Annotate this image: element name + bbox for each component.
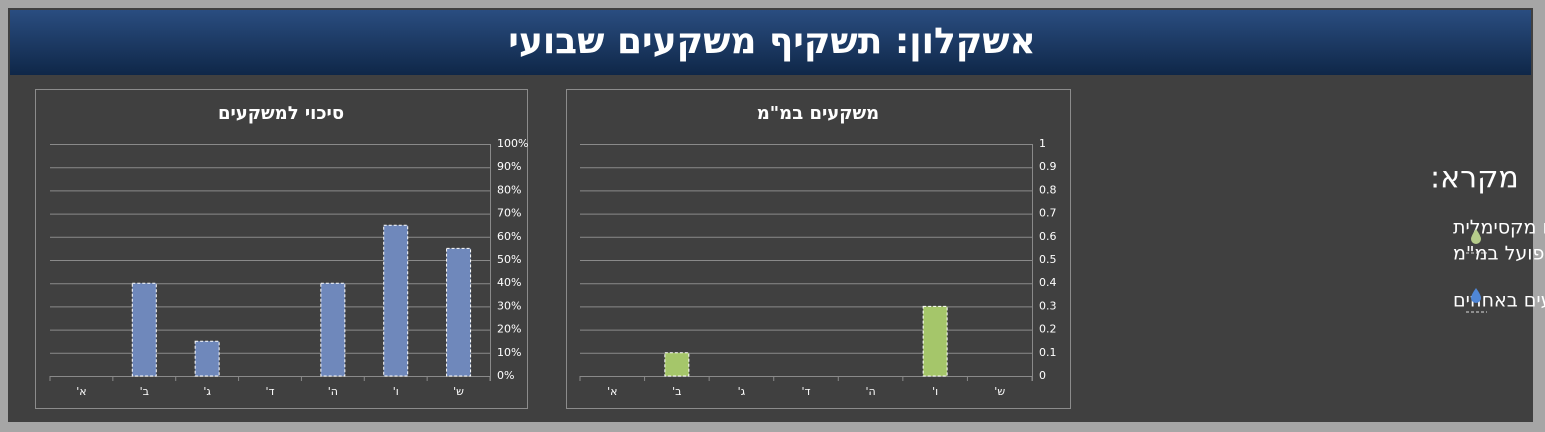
y-tick-label: 50%	[497, 253, 521, 266]
y-tick-label: 0.2	[1039, 323, 1057, 336]
y-tick-label: 100%	[497, 137, 528, 150]
bar	[922, 305, 948, 377]
legend-text: סיכוי מקסימלי למשקעים באחוזים	[1453, 290, 1545, 312]
bar	[320, 282, 346, 377]
bar	[383, 224, 409, 377]
y-tick-label: 0.3	[1039, 299, 1057, 312]
y-tick-label: 60%	[497, 230, 521, 243]
y-tick-label: 10%	[497, 346, 521, 359]
y-tick-label: 90%	[497, 160, 521, 173]
y-tick-label: 0.8	[1039, 183, 1057, 196]
x-tick-label: ב'	[140, 385, 149, 398]
y-tick-label: 0.9	[1039, 160, 1057, 173]
x-tick-label: ש'	[994, 385, 1005, 398]
x-tick-label: א'	[76, 385, 86, 398]
chart-title: משקעים במ"מ	[757, 103, 879, 124]
bar	[194, 340, 220, 377]
y-tick-label: 30%	[497, 299, 521, 312]
legend-icon	[1471, 229, 1481, 244]
page-title: אשקלון: תשקיף משקעים שבועי	[508, 21, 1035, 62]
x-tick-label: ד'	[265, 385, 274, 398]
bar	[131, 282, 157, 377]
y-tick-label: 0	[1039, 369, 1046, 382]
chart-panel	[35, 89, 528, 409]
y-tick-label: 0.4	[1039, 276, 1057, 289]
y-tick-label: 0.6	[1039, 230, 1057, 243]
x-tick-label: ו'	[932, 385, 938, 398]
y-tick-label: 0.7	[1039, 207, 1057, 220]
x-tick-label: א'	[607, 385, 617, 398]
x-tick-label: ד'	[801, 385, 810, 398]
header	[10, 10, 1531, 75]
y-tick-label: 0.5	[1039, 253, 1057, 266]
x-tick-label: ו'	[393, 385, 399, 398]
legend-text: תחזית לכמות משקעים מקסימלית	[1453, 217, 1545, 239]
legend-text: במ"מ / משקעים בפועל במ"מ	[1453, 243, 1545, 265]
x-tick-label: ש'	[453, 385, 464, 398]
legend-title: מקרא:	[1430, 161, 1519, 196]
x-tick-label: ג'	[738, 385, 746, 398]
y-tick-label: 0%	[497, 369, 514, 382]
y-tick-label: 40%	[497, 276, 521, 289]
y-tick-label: 80%	[497, 183, 521, 196]
x-tick-label: ה'	[328, 385, 338, 398]
bar	[664, 352, 690, 377]
y-tick-label: 70%	[497, 207, 521, 220]
chart-title: סיכוי למשקעים	[218, 103, 344, 124]
x-tick-label: ה'	[865, 385, 875, 398]
y-tick-label: 0.1	[1039, 346, 1057, 359]
y-tick-label: 1	[1039, 137, 1046, 150]
legend-icon	[1471, 288, 1481, 303]
y-tick-label: 20%	[497, 323, 521, 336]
x-tick-label: ב'	[672, 385, 681, 398]
chart-panel	[566, 89, 1071, 409]
x-tick-label: ג'	[203, 385, 211, 398]
bar	[446, 247, 472, 377]
